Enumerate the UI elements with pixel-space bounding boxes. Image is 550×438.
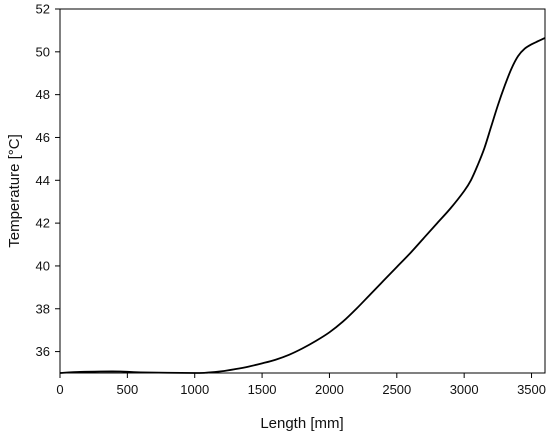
y-tick-label: 38 [36,301,50,316]
y-axis-title: Temperature [°C] [6,134,23,248]
plot-frame [59,8,546,374]
x-tick-label: 1500 [248,382,277,397]
x-tick-label: 2000 [315,382,344,397]
y-tick-label: 52 [36,2,50,17]
x-tick-label: 500 [117,382,139,397]
y-tick-label: 42 [36,216,50,231]
y-tick-label: 46 [36,130,50,145]
series-layer [59,37,546,374]
x-tick-label: 3000 [450,382,479,397]
x-axis-title: Length [mm] [260,415,343,432]
y-tick-label: 50 [36,44,50,59]
y-axis-ticks: 36 38 40 42 44 46 48 50 52 [36,2,60,359]
plot-area [59,8,546,374]
x-tick-label: 1000 [180,382,209,397]
y-tick-label: 44 [36,173,50,188]
y-tick-label: 40 [36,258,50,273]
x-axis-ticks: 0 500 1000 1500 2000 2500 3000 3500 [56,373,546,397]
x-tick-label: 2500 [382,382,411,397]
y-tick-label: 48 [36,87,50,102]
y-tick-label: 36 [36,344,50,359]
x-tick-label: 0 [56,382,63,397]
temperature-series-line [59,37,546,374]
x-tick-label: 3500 [517,382,546,397]
